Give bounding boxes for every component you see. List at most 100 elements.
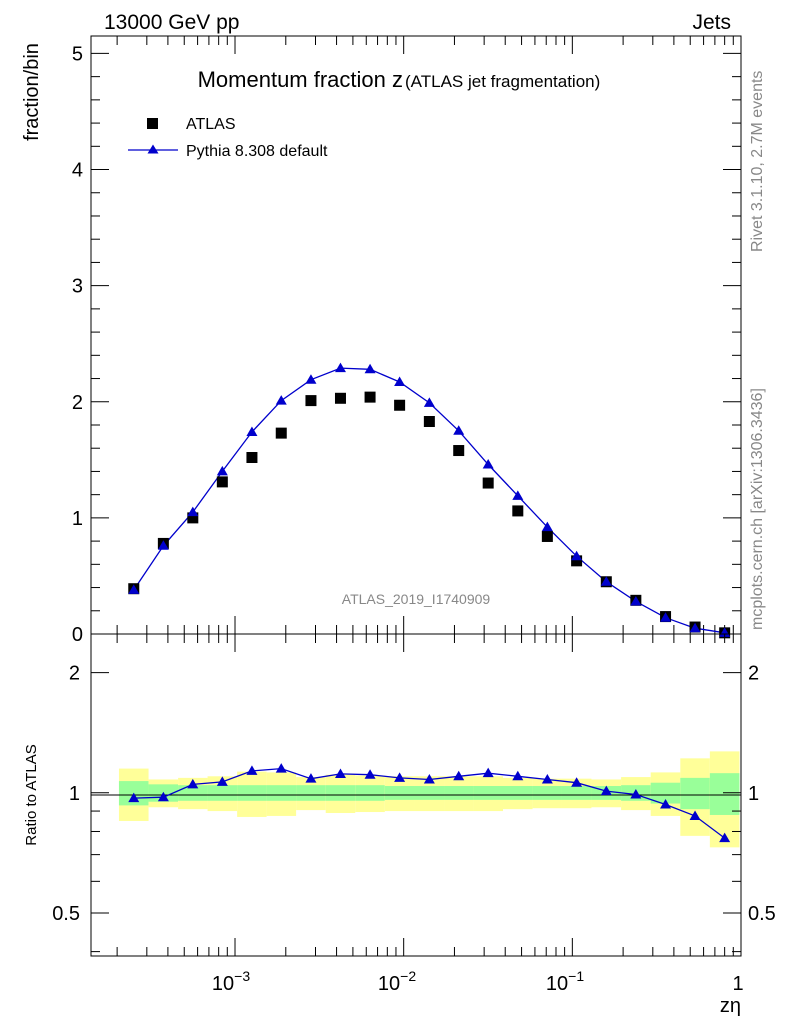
header-left: 13000 GeV pp	[104, 11, 239, 34]
ratio-point	[394, 772, 406, 782]
ratio-band-inner	[532, 786, 562, 800]
side-text-bottom: mcplots.cern.ch [arXiv:1306.3436]	[749, 388, 766, 630]
ratio-band-inner	[325, 785, 356, 801]
atlas-data-point	[453, 445, 465, 457]
y-tick-label: 2	[72, 392, 83, 414]
pythia-point	[246, 426, 258, 436]
header-right: Jets	[692, 11, 731, 34]
y-tick-label: 3	[72, 276, 83, 298]
main-y-axis-label: fraction/bin	[21, 43, 43, 141]
legend-label-pythia: Pythia 8.308 default	[186, 143, 328, 160]
pythia-point	[423, 397, 435, 407]
ratio-band-inner	[266, 785, 297, 801]
x-axis-label: zη	[720, 995, 741, 1017]
atlas-data-point	[275, 427, 287, 439]
pythia-point	[157, 540, 169, 550]
ratio-y-tick-label: 1	[69, 783, 80, 805]
pythia-point	[541, 521, 553, 532]
chart-title: Momentum fraction z	[198, 67, 403, 92]
ratio-point	[246, 765, 258, 775]
ratio-band-inner	[355, 785, 385, 801]
ratio-y-tick-label-right: 1	[748, 783, 759, 805]
ratio-point	[453, 770, 465, 781]
chart-subtitle: (ATLAS jet fragmentation)	[405, 72, 600, 91]
ratio-point	[216, 776, 228, 786]
pythia-point	[364, 363, 376, 374]
x-tick-label-1e-1: 10−1	[546, 968, 584, 995]
ratio-frame	[90, 633, 742, 957]
legend: ATLAS Pythia 8.308 default	[128, 116, 328, 160]
y-tick-label: 0	[72, 624, 83, 646]
side-text-top: Rivet 3.1.10, 2.7M events	[749, 71, 766, 252]
x-tick-label-1: 1	[732, 973, 743, 995]
atlas-data-point	[364, 391, 376, 403]
pythia-point	[453, 425, 465, 435]
ratio-point	[512, 770, 524, 781]
pythia-point	[216, 465, 228, 476]
pythia-point	[275, 395, 287, 405]
ratio-band-inner	[207, 785, 238, 801]
y-tick-label: 4	[72, 160, 83, 182]
pythia-point	[512, 490, 524, 500]
pythia-point	[660, 612, 672, 622]
pythia-point	[571, 550, 583, 561]
ratio-point	[689, 810, 701, 820]
atlas-data-point	[187, 512, 199, 524]
ratio-point	[423, 773, 435, 784]
ratio-data-layer	[128, 763, 731, 843]
legend-marker-atlas	[147, 118, 158, 129]
ratio-point	[719, 832, 731, 843]
atlas-data-point	[216, 476, 228, 488]
main-y-ticks: 0 1 2 3 4 5	[72, 43, 741, 646]
atlas-data-point	[305, 395, 317, 407]
y-tick-label: 1	[72, 508, 83, 530]
ratio-band-inner	[502, 786, 533, 800]
atlas-data-point	[334, 392, 346, 404]
pythia-point	[128, 584, 140, 594]
atlas-data-point	[423, 416, 435, 428]
ratio-y-axis-label: Ratio to ATLAS	[23, 744, 40, 845]
pythia-point	[394, 376, 406, 387]
ratio-y-tick-label: 2	[69, 663, 80, 685]
ratio-x-ticks	[116, 634, 742, 956]
atlas-data-point	[394, 399, 406, 411]
ratio-point	[630, 789, 642, 799]
atlas-data-point	[482, 477, 494, 489]
ratio-point	[364, 769, 376, 779]
y-tick-label: 5	[72, 43, 83, 65]
pythia-point	[689, 622, 701, 633]
ratio-bands	[118, 751, 740, 848]
ratio-point	[571, 777, 583, 787]
ratio-band-inner	[444, 786, 474, 800]
ratio-point	[305, 773, 317, 783]
ratio-band-inner	[650, 782, 681, 804]
ratio-point	[187, 778, 199, 789]
ratio-point	[128, 792, 140, 803]
legend-label-atlas: ATLAS	[186, 116, 236, 133]
ratio-point	[275, 763, 287, 773]
ratio-y-ticks: 0.5 0.5 1 1 2 2	[52, 663, 776, 953]
pythia-point	[482, 458, 494, 469]
x-tick-label-1e-2: 10−2	[378, 968, 416, 995]
ratio-y-tick-label-right: 2	[748, 663, 759, 685]
ratio-point	[541, 773, 553, 784]
ratio-y-tick-label: 0.5	[52, 903, 80, 925]
ratio-point	[157, 791, 169, 802]
ratio-y-tick-label-right: 0.5	[748, 903, 776, 925]
ratio-band-inner	[237, 785, 267, 801]
ratio-band-inner	[709, 773, 740, 815]
ratio-band-inner	[384, 786, 415, 800]
ratio-band-inner	[680, 777, 710, 810]
main-data-layer	[128, 362, 731, 639]
legend-marker-pythia	[147, 144, 159, 154]
pythia-point	[630, 595, 642, 606]
ratio-point	[600, 785, 612, 796]
pythia-point	[305, 374, 317, 384]
ratio-panel: 0.5 0.5 1 1 2 2 Ratio to ATLAS 10−3 10−2 10−1…	[23, 633, 776, 1017]
ratio-point	[660, 798, 672, 809]
pythia-point	[187, 506, 199, 517]
pythia-point	[334, 362, 346, 373]
analysis-watermark: ATLAS_2019_I1740909	[342, 591, 491, 607]
